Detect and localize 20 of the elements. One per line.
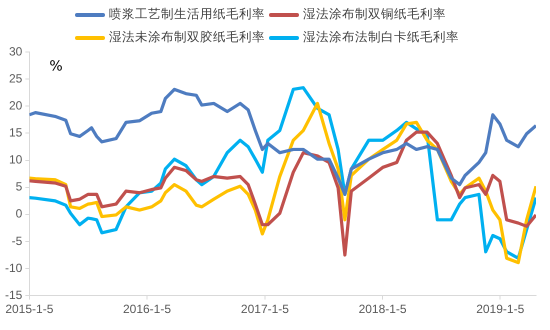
y-tick-label: 25	[8, 71, 23, 86]
y-tick-label: -15	[5, 288, 23, 302]
annotation: %	[49, 58, 63, 75]
y-tick-label: 10	[8, 152, 23, 167]
y-tick-label: 15	[8, 126, 23, 140]
y-tick-label: 5	[16, 180, 23, 194]
x-tick-label: 2018-1-5	[358, 302, 407, 316]
y-tick-label: -5	[12, 234, 23, 248]
y-tick-label: -10	[5, 260, 23, 275]
legend-label: 湿法涂布制双铜纸毛利率	[303, 6, 446, 23]
y-tick-label: 30	[8, 44, 23, 58]
legend-label: 喷浆工艺制生活用纸毛利率	[109, 6, 265, 23]
legend-label: 湿法涂布法制白卡纸毛利率	[303, 29, 459, 46]
x-tick-label: 2019-1-5	[476, 302, 525, 316]
x-tick-label: 2015-1-5	[5, 302, 54, 316]
x-tick-label: 2017-1-5	[240, 302, 290, 316]
x-tick-label: 2016-1-5	[122, 302, 172, 316]
y-tick-label: 20	[8, 98, 23, 112]
y-tick-label: 0	[16, 206, 23, 221]
legend-label: 湿法未涂布制双胶纸毛利率	[109, 29, 265, 46]
